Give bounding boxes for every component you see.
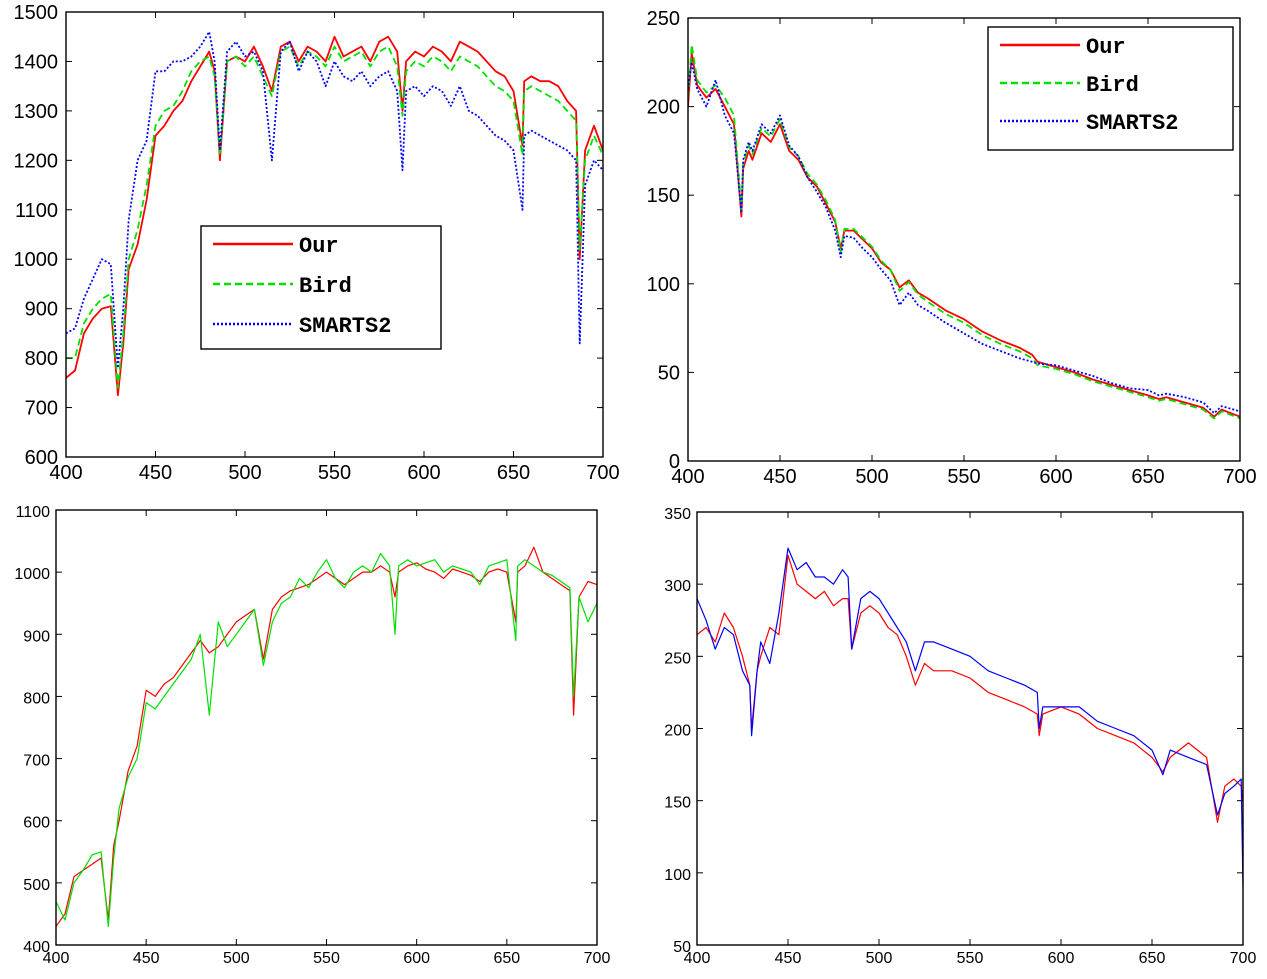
y-tick-label: 1100 <box>15 200 58 222</box>
y-tick-label: 0 <box>669 451 680 473</box>
axes-box <box>55 509 598 946</box>
x-tick-label: 450 <box>133 950 160 967</box>
chart-panel-2: 400 450 500 550 600 650 700 0 50 100 150 200 250 Our B… <box>647 8 1257 488</box>
legend-label-smarts2: SMARTS2 <box>299 314 391 339</box>
x-tick-label: 650 <box>493 950 520 967</box>
series-line-series-1 <box>56 546 597 927</box>
series-line-series-2 <box>56 552 597 928</box>
y-tick-label: 1300 <box>14 101 59 123</box>
x-tick-label: 550 <box>313 950 340 967</box>
x-tick-label: 550 <box>957 950 984 967</box>
y-tick-label: 100 <box>647 274 680 296</box>
x-tick-label: 450 <box>763 466 796 488</box>
y-tick-label: 700 <box>25 398 58 420</box>
legend-label-bird: Bird <box>1086 73 1139 98</box>
y-tick-label: 800 <box>23 690 50 707</box>
y-tick-label: 1100 <box>16 504 51 521</box>
x-tick-label: 700 <box>584 950 611 967</box>
y-tick-label: 150 <box>647 185 680 207</box>
y-tick-label: 700 <box>23 753 50 770</box>
x-tick-label: 600 <box>407 462 440 484</box>
x-tick-label: 700 <box>1230 950 1257 967</box>
x-tick-label: 600 <box>1048 950 1075 967</box>
series-line-bird <box>66 45 603 389</box>
series-line-smarts2 <box>66 30 603 369</box>
y-tick-label: 1000 <box>14 249 59 271</box>
x-tick-label: 500 <box>223 950 250 967</box>
y-tick-label: 250 <box>664 650 691 667</box>
legend-label-our: Our <box>299 234 339 259</box>
legend: Our Bird SMARTS2 <box>200 225 442 350</box>
y-tick-label: 1000 <box>14 566 50 583</box>
series-line-series-2 <box>697 547 1243 888</box>
y-tick-label: 350 <box>664 506 691 523</box>
y-tick-label: 900 <box>25 299 58 321</box>
legend-box <box>200 225 442 350</box>
x-tick-label: 600 <box>403 950 430 967</box>
chart-panel-4: 400 450 500 550 600 650 700 50 100 150 200 250 300 35… <box>664 506 1256 967</box>
x-tick-label: 450 <box>139 462 172 484</box>
x-tick-label: 400 <box>684 950 711 967</box>
x-tick-label: 400 <box>49 462 82 484</box>
series-line-bird <box>688 43 1240 420</box>
y-tick-label: 200 <box>664 723 691 740</box>
x-tick-label: 400 <box>671 466 704 488</box>
y-tick-label: 100 <box>664 867 691 884</box>
y-tick-label: 800 <box>25 348 58 370</box>
x-tick-label: 600 <box>1039 466 1072 488</box>
y-tick-label: 150 <box>664 795 691 812</box>
y-tick-label: 50 <box>673 939 691 956</box>
x-tick-label: 700 <box>586 462 619 484</box>
series-line-smarts2 <box>688 61 1240 415</box>
y-tick-label: 600 <box>23 815 50 832</box>
y-tick-label: 900 <box>23 628 50 645</box>
series-line-our <box>688 52 1240 418</box>
x-tick-label: 500 <box>866 950 893 967</box>
y-tick-label: 1200 <box>14 150 59 172</box>
chart-panel-3: 400 450 500 550 600 650 700 400 500 600 700 800 900 1… <box>14 504 610 967</box>
x-tick-label: 550 <box>947 466 980 488</box>
legend-box <box>987 26 1234 151</box>
legend-label-our: Our <box>1086 35 1126 60</box>
legend-label-smarts2: SMARTS2 <box>1086 111 1178 136</box>
y-tick-label: 1400 <box>14 51 59 73</box>
x-tick-label: 650 <box>1131 466 1164 488</box>
x-tick-label: 550 <box>318 462 351 484</box>
x-tick-label: 400 <box>43 950 70 967</box>
x-tick-label: 650 <box>497 462 530 484</box>
chart-panel-1: 400 450 500 550 600 650 700 600 700 800 900 1000 110… <box>14 2 620 484</box>
y-tick-label: 200 <box>647 97 680 119</box>
y-tick-label: 250 <box>647 8 680 30</box>
axes-box <box>696 511 1244 946</box>
y-tick-label: 300 <box>664 578 691 595</box>
x-tick-label: 700 <box>1223 466 1256 488</box>
y-tick-label: 50 <box>658 362 680 384</box>
series-line-series-1 <box>697 554 1243 823</box>
x-tick-label: 650 <box>1139 950 1166 967</box>
legend-label-bird: Bird <box>299 274 352 299</box>
legend: Our Bird SMARTS2 <box>987 26 1234 151</box>
y-tick-label: 400 <box>23 939 50 956</box>
series-line-our <box>66 35 603 397</box>
y-tick-label: 500 <box>23 877 50 894</box>
y-tick-label: 600 <box>25 447 58 469</box>
x-tick-label: 500 <box>855 466 888 488</box>
y-tick-label: 1500 <box>14 2 59 24</box>
x-tick-label: 500 <box>228 462 261 484</box>
x-tick-label: 450 <box>775 950 802 967</box>
